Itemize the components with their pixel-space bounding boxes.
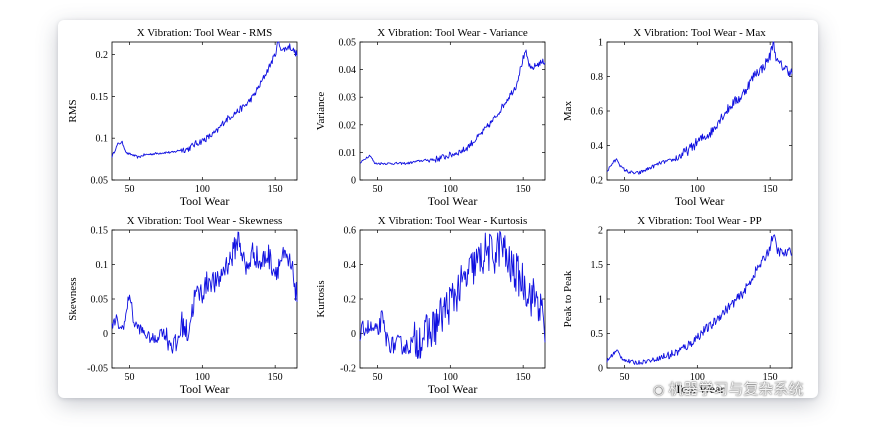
figure-card: X Vibration: Tool Wear - RMS Tool Wear RMS…: [58, 20, 818, 398]
peak-to-peak-x-tick-label: 100: [690, 372, 705, 383]
max-x-tick-label: 50: [619, 184, 629, 195]
variance-x-tick-label: 150: [516, 184, 531, 195]
kurtosis-y-tick-label: 0.6: [344, 226, 357, 237]
rms-series-line: [111, 41, 298, 159]
rms-x-tick-label: 100: [195, 184, 210, 195]
skewness-y-tick-label: 0.1: [96, 260, 109, 271]
rms-y-tick-label: 0.2: [96, 50, 109, 61]
peak-to-peak-series-line: [606, 234, 793, 365]
variance-y-tick-label: 0.03: [339, 93, 357, 104]
chart-variance: X Vibration: Tool Wear - Variance Tool We…: [315, 27, 546, 208]
peak-to-peak-y-tick-label: 1: [598, 295, 603, 306]
variance-y-tick-label: 0.01: [339, 148, 357, 159]
variance-y-tick-label: 0.04: [339, 65, 357, 76]
variance-x-tick-label: 100: [443, 184, 458, 195]
kurtosis-x-tick-label: 50: [372, 372, 382, 383]
max-y-tick-label: 0.2: [591, 176, 604, 187]
chart-peak-to-peak: X Vibration: Tool Wear - PP Tool Wear Peak…: [562, 215, 793, 396]
max-y-tick-label: 0.4: [591, 141, 604, 152]
variance-x-tick-label: 50: [372, 184, 382, 195]
rms-y-tick-label: 0.15: [91, 92, 109, 103]
kurtosis-x-tick-label: 100: [443, 372, 458, 383]
max-y-tick-label: 0.6: [591, 107, 604, 118]
peak-to-peak-y-tick-label: 0: [598, 364, 603, 375]
rms-chart-title: X Vibration: Tool Wear - RMS: [137, 27, 273, 39]
variance-y-axis-label: Variance: [315, 92, 327, 131]
max-y-axis-label: Max: [562, 100, 574, 121]
kurtosis-x-tick-label: 150: [516, 372, 531, 383]
max-x-tick-label: 100: [690, 184, 705, 195]
chart-max: X Vibration: Tool Wear - Max Tool Wear Max…: [562, 27, 793, 208]
peak-to-peak-x-tick-label: 50: [619, 372, 629, 383]
kurtosis-y-tick-label: 0.2: [344, 295, 357, 306]
skewness-y-tick-label: 0.15: [91, 226, 109, 237]
variance-chart-title: X Vibration: Tool Wear - Variance: [377, 27, 528, 39]
kurtosis-plot-frame: [359, 229, 546, 369]
kurtosis-y-tick-label: 0: [351, 329, 356, 340]
rms-plot-frame: [111, 41, 298, 181]
kurtosis-y-axis-label: Kurtosis: [315, 280, 327, 317]
max-x-tick-label: 150: [763, 184, 778, 195]
peak-to-peak-x-axis-label: Tool Wear: [675, 382, 725, 396]
peak-to-peak-y-tick-label: 1.5: [591, 260, 604, 271]
max-chart-title: X Vibration: Tool Wear - Max: [633, 27, 766, 39]
variance-y-tick-label: 0.02: [339, 120, 357, 131]
skewness-y-axis-label: Skewness: [67, 277, 79, 320]
rms-y-tick-label: 0.1: [96, 134, 109, 145]
chart-kurtosis: X Vibration: Tool Wear - Kurtosis Tool We…: [315, 215, 546, 396]
variance-series-line: [359, 49, 546, 165]
variance-x-axis-label: Tool Wear: [428, 194, 478, 208]
skewness-x-tick-label: 50: [124, 372, 134, 383]
peak-to-peak-y-tick-label: 0.5: [591, 329, 604, 340]
peak-to-peak-y-tick-label: 2: [598, 226, 603, 237]
rms-x-tick-label: 50: [124, 184, 134, 195]
chart-rms: X Vibration: Tool Wear - RMS Tool Wear RMS…: [67, 27, 298, 208]
skewness-y-tick-label: -0.05: [87, 364, 108, 375]
kurtosis-y-tick-label: -0.2: [340, 364, 356, 375]
rms-x-tick-label: 150: [268, 184, 283, 195]
kurtosis-y-tick-label: 0.4: [344, 260, 357, 271]
max-series-line: [606, 41, 793, 175]
variance-y-tick-label: 0: [351, 176, 356, 187]
skewness-x-tick-label: 100: [195, 372, 210, 383]
skewness-y-tick-label: 0: [103, 329, 108, 340]
chart-figure: X Vibration: Tool Wear - RMS Tool Wear RMS…: [67, 27, 793, 396]
skewness-x-axis-label: Tool Wear: [180, 382, 230, 396]
chart-skewness: X Vibration: Tool Wear - Skewness Tool We…: [67, 215, 298, 396]
peak-to-peak-x-tick-label: 150: [763, 372, 778, 383]
rms-y-tick-label: 0.05: [91, 176, 109, 187]
max-y-tick-label: 0.8: [591, 72, 604, 83]
max-y-tick-label: 1: [598, 38, 603, 49]
skewness-x-tick-label: 150: [268, 372, 283, 383]
kurtosis-x-axis-label: Tool Wear: [428, 382, 478, 396]
skewness-y-tick-label: 0.05: [91, 295, 109, 306]
skewness-series-line: [111, 231, 298, 354]
skewness-plot-frame: [111, 229, 298, 369]
peak-to-peak-chart-title: X Vibration: Tool Wear - PP: [637, 215, 762, 227]
max-plot-frame: [606, 41, 793, 181]
skewness-chart-title: X Vibration: Tool Wear - Skewness: [127, 215, 283, 227]
variance-y-tick-label: 0.05: [339, 38, 357, 49]
max-x-axis-label: Tool Wear: [675, 194, 725, 208]
kurtosis-chart-title: X Vibration: Tool Wear - Kurtosis: [378, 215, 528, 227]
rms-x-axis-label: Tool Wear: [180, 194, 230, 208]
kurtosis-series-line: [359, 230, 546, 359]
peak-to-peak-plot-frame: [606, 229, 793, 369]
peak-to-peak-y-axis-label: Peak to Peak: [562, 270, 574, 327]
variance-plot-frame: [359, 41, 546, 181]
rms-y-axis-label: RMS: [67, 99, 79, 122]
